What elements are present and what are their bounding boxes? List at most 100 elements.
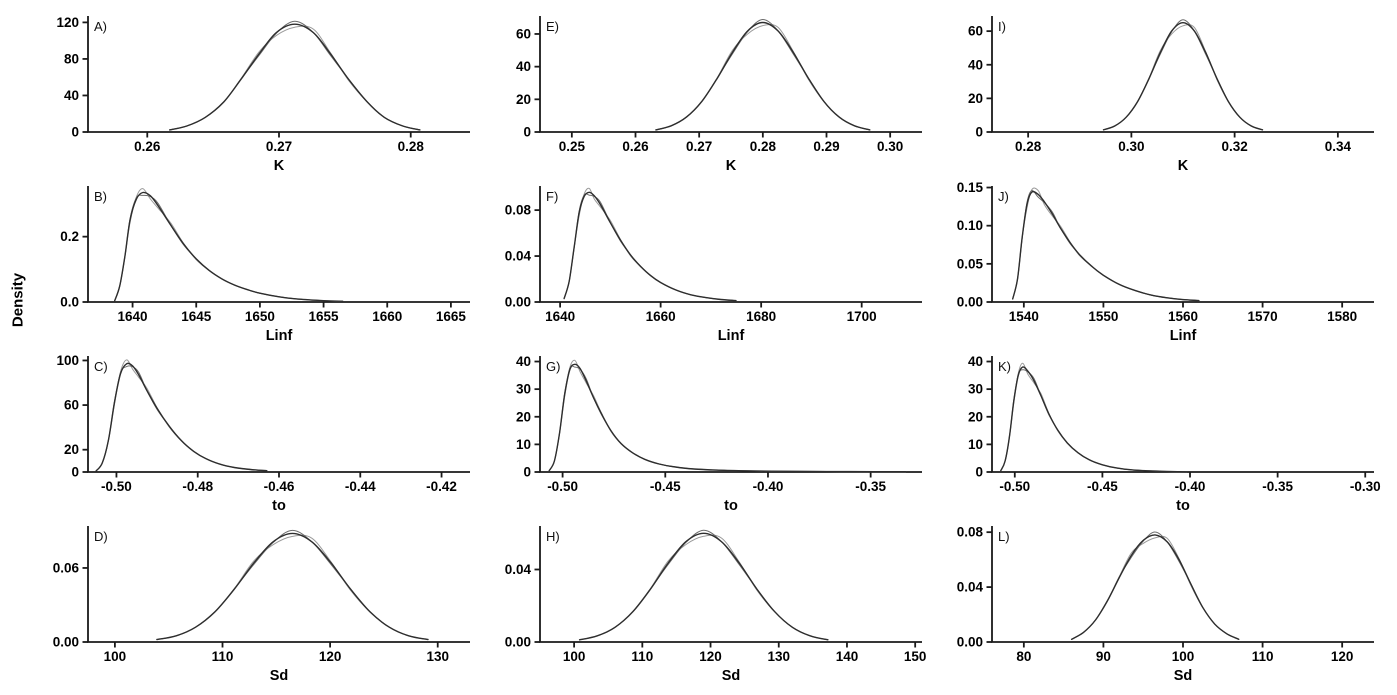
density-curve: [548, 363, 907, 473]
density-curve: [1000, 366, 1188, 473]
y-tick-label: 0.04: [505, 562, 532, 577]
density-curve: [169, 20, 421, 131]
y-tick-label: 20: [516, 409, 531, 424]
y-tick-label: 30: [968, 382, 983, 397]
y-tick-label: 120: [56, 15, 79, 30]
x-tick-label: 90: [1096, 649, 1111, 664]
y-tick-label: 40: [968, 57, 983, 72]
y-tick-label: 0.06: [53, 560, 80, 575]
panel-letter: C): [94, 359, 108, 374]
panel-J-chart: 1540 1550 1560 1570 1580 0.00 0.05 0.10 0.15 Linf…: [957, 180, 1374, 344]
density-curve: [156, 532, 429, 641]
y-tick-label: 100: [56, 353, 79, 368]
x-tick-label: 100: [104, 649, 127, 664]
x-axis-label: to: [724, 498, 738, 514]
x-tick-label: 110: [631, 649, 653, 664]
panel-E-chart: 0.25 0.26 0.27 0.28 0.29 0.30 0 20 40 60 K E): [516, 16, 922, 174]
axes-spines: [539, 16, 922, 133]
density-curve: [156, 529, 429, 640]
panel-letter: I): [998, 19, 1006, 34]
x-axis-label: Sd: [270, 668, 289, 684]
x-tick-label: -0.30: [1350, 479, 1381, 494]
density-curve: [655, 23, 871, 131]
x-tick-label: -0.45: [1087, 479, 1118, 494]
panel-A-chart: 0.26 0.27 0.28 0 40 80 120 K A): [56, 15, 470, 174]
x-axis-label: Linf: [266, 328, 293, 344]
x-tick-label: -0.50: [999, 479, 1030, 494]
x-tick-label: 150: [904, 649, 927, 664]
axes-spines: [991, 186, 1374, 303]
x-axis-label: to: [1176, 498, 1190, 514]
x-tick-label: -0.44: [345, 479, 376, 494]
density-curve: [578, 532, 829, 641]
panel-I-chart: 0.28 0.30 0.32 0.34 0 20 40 60 K I): [968, 16, 1374, 174]
chart-panel-A: 0.26 0.27 0.28 0 40 80 120 K A): [30, 6, 482, 176]
y-tick-label: 0.0: [60, 295, 79, 310]
density-curve: [655, 18, 871, 131]
x-tick-label: -0.50: [547, 479, 578, 494]
x-tick-label: 0.25: [559, 139, 586, 154]
x-tick-label: -0.46: [264, 479, 295, 494]
y-tick-label: 0.10: [957, 218, 983, 233]
y-tick-label: 0: [975, 465, 983, 480]
x-tick-label: 1640: [118, 309, 148, 324]
x-axis-label: K: [1178, 158, 1189, 174]
y-tick-label: 0.00: [53, 635, 79, 650]
x-tick-label: 1655: [309, 309, 340, 324]
density-curve: [579, 534, 829, 641]
x-tick-label: 80: [1016, 649, 1031, 664]
charts-grid: 0.26 0.27 0.28 0 40 80 120 K A) 0.25 0.26 0.27 0.28 0…: [30, 6, 1397, 686]
density-curve: [655, 21, 871, 131]
y-tick-label: 0.05: [957, 256, 984, 271]
chart-panel-F: 1640 1660 1680 1700 0.00 0.04 0.08 Linf F): [482, 176, 934, 346]
panel-letter: E): [546, 19, 559, 34]
density-curve: [1070, 534, 1240, 640]
panel-letter: G): [546, 359, 560, 374]
density-curve: [114, 191, 344, 302]
x-tick-label: 0.27: [686, 139, 712, 154]
x-tick-label: 0.30: [1118, 139, 1144, 154]
y-tick-label: 0.00: [957, 635, 983, 650]
panel-K-chart: -0.50 -0.45 -0.40 -0.35 -0.30 0 10 20 30 40 to K): [968, 354, 1381, 514]
y-tick-label: 0.00: [505, 295, 531, 310]
axes-spines: [87, 356, 470, 473]
x-axis-label: Linf: [718, 328, 745, 344]
panel-letter: K): [998, 359, 1011, 374]
y-tick-label: 0.04: [957, 580, 984, 595]
x-tick-label: -0.40: [753, 479, 784, 494]
x-tick-label: 1700: [847, 309, 877, 324]
y-tick-label: 0.08: [957, 525, 984, 540]
x-tick-label: 120: [1331, 649, 1354, 664]
x-tick-label: -0.50: [101, 479, 132, 494]
density-curve: [1102, 22, 1264, 131]
x-tick-label: -0.48: [182, 479, 213, 494]
y-tick-label: 20: [968, 409, 983, 424]
x-tick-label: 100: [1172, 649, 1195, 664]
axes-spines: [991, 526, 1374, 643]
axes-spines: [539, 526, 922, 643]
x-tick-label: 1645: [181, 309, 212, 324]
chart-panel-I: 0.28 0.30 0.32 0.34 0 20 40 60 K I): [934, 6, 1386, 176]
axes-spines: [87, 186, 470, 303]
panel-letter: H): [546, 529, 560, 544]
panel-letter: D): [94, 529, 108, 544]
y-tick-label: 40: [516, 59, 531, 74]
x-axis-label: Linf: [1170, 328, 1197, 344]
density-curve: [1012, 190, 1200, 302]
y-tick-label: 10: [516, 437, 531, 452]
y-tick-label: 0: [975, 125, 983, 140]
y-axis-shared-label: Density: [9, 272, 27, 328]
x-tick-label: 130: [767, 649, 790, 664]
panel-C-chart: -0.50 -0.48 -0.46 -0.44 -0.42 0 20 60 100 to C): [56, 353, 470, 514]
x-tick-label: 1550: [1088, 309, 1118, 324]
x-tick-label: 110: [212, 649, 234, 664]
density-curve: [1012, 190, 1200, 302]
density-curve: [156, 534, 429, 640]
chart-panel-E: 0.25 0.26 0.27 0.28 0.29 0.30 0 20 40 60 K E): [482, 6, 934, 176]
density-curve: [1000, 369, 1187, 473]
x-tick-label: 1650: [245, 309, 275, 324]
y-tick-label: 60: [516, 26, 531, 41]
x-tick-label: 100: [563, 649, 586, 664]
density-curve: [563, 187, 737, 302]
chart-panel-H: 100 110 120 130 140 150 0.00 0.04 Sd H): [482, 516, 934, 686]
